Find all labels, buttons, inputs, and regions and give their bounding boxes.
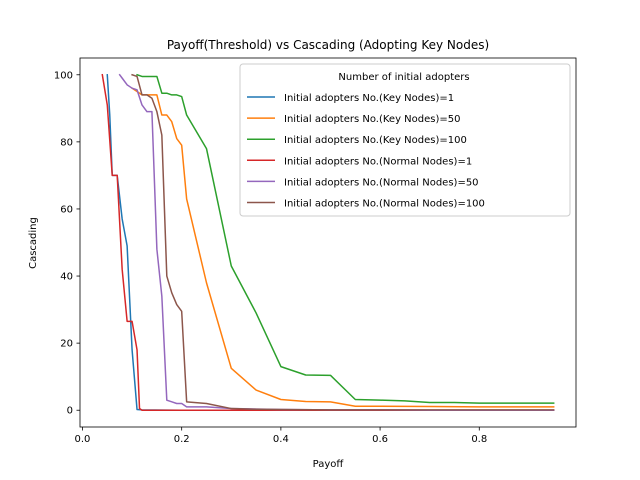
legend-label-3: Initial adopters No.(Key Nodes)=100 <box>284 135 467 146</box>
y-tick-label: 0 <box>67 406 73 417</box>
plot-frame <box>79 57 577 428</box>
axes-layer: 0.0 0.2 0.4 0.6 0.8 0 20 40 60 80 100 <box>54 57 577 445</box>
y-axis-label: Cascading <box>28 217 39 269</box>
chart-title: Payoff(Threshold) vs Cascading (Adopting… <box>167 38 489 52</box>
y-tick-label: 40 <box>60 272 73 283</box>
legend-label-2: Initial adopters No.(Key Nodes)=50 <box>284 114 461 125</box>
y-tick-label: 80 <box>60 137 73 148</box>
x-axis-label: Payoff <box>313 459 345 470</box>
legend-title: Number of initial adopters <box>338 72 469 83</box>
y-tick-label: 100 <box>54 70 73 81</box>
x-tick-label: 0.8 <box>471 434 487 445</box>
x-tick-label: 0.6 <box>372 434 388 445</box>
legend-label-5: Initial adopters No.(Normal Nodes)=50 <box>284 177 479 188</box>
x-tick-label: 0.2 <box>174 434 190 445</box>
x-tick-label: 0.0 <box>75 434 91 445</box>
series-line-6 <box>131 73 555 411</box>
series-line-3 <box>136 73 555 404</box>
legend-label-1: Initial adopters No.(Key Nodes)=1 <box>284 93 454 104</box>
legend-label-4: Initial adopters No.(Normal Nodes)=1 <box>284 156 472 167</box>
legend: Number of initial adopters Initial adopte… <box>239 63 571 217</box>
legend-label-6: Initial adopters No.(Normal Nodes)=100 <box>284 199 485 210</box>
y-tick-label: 60 <box>60 204 73 215</box>
series-layer <box>101 73 555 411</box>
series-line-2 <box>131 87 555 408</box>
y-tick-label: 20 <box>60 339 73 350</box>
x-tick-label: 0.4 <box>273 434 289 445</box>
legend-box <box>239 63 571 217</box>
